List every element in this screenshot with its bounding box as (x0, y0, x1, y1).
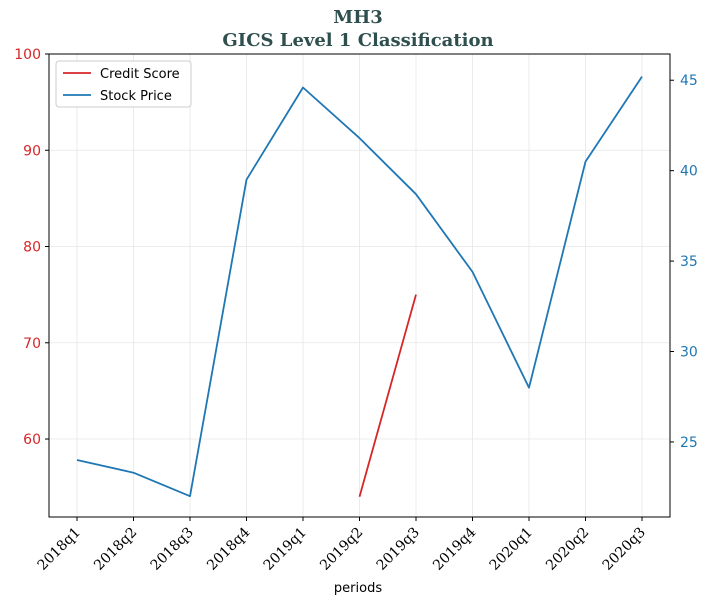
left-axis: 60 70 80 90 100 (14, 47, 49, 448)
left-tick-label: 90 (23, 143, 41, 159)
grid (49, 53, 670, 517)
x-tick-label: 2019q4 (430, 524, 479, 573)
left-tick-label: 80 (23, 240, 41, 256)
series-line-stock-price (76, 76, 643, 498)
right-tick-label: 25 (680, 435, 698, 451)
x-tick-label: 2019q3 (374, 525, 423, 574)
x-tick-label: 2018q4 (204, 524, 253, 573)
chart-subtitle: GICS Level 1 Classification (222, 30, 493, 51)
x-tick-label: 2020q2 (543, 525, 592, 574)
right-axis: 25 30 35 40 45 (670, 73, 698, 451)
x-tick-label: 2018q1 (35, 525, 84, 574)
series-layer (76, 76, 643, 498)
x-tick-label: 2020q1 (487, 525, 536, 574)
x-tick-label: 2018q2 (91, 525, 140, 574)
right-tick-label: 30 (680, 345, 698, 361)
x-tick-label: 2018q3 (148, 525, 197, 574)
left-tick-label: 100 (14, 47, 41, 63)
right-tick-label: 40 (680, 164, 698, 180)
left-tick-label: 70 (23, 336, 41, 352)
legend-label-stock-price: Stock Price (100, 89, 172, 104)
right-tick-label: 45 (680, 73, 698, 89)
x-axis: 2018q1 2018q2 2018q3 2018q4 2019q1 2019q2 2019… (35, 517, 649, 574)
chart-title: MH3 (333, 7, 382, 28)
x-tick-label: 2019q1 (261, 525, 310, 574)
left-tick-label: 60 (23, 432, 41, 448)
series-line-credit-score (358, 294, 417, 498)
legend-label-credit-score: Credit Score (100, 67, 180, 82)
x-tick-label: 2020q3 (600, 525, 649, 574)
x-tick-label: 2019q2 (317, 525, 366, 574)
legend: Credit Score Stock Price (55, 60, 192, 108)
right-tick-label: 35 (680, 254, 698, 270)
x-axis-label: periods (334, 581, 382, 596)
